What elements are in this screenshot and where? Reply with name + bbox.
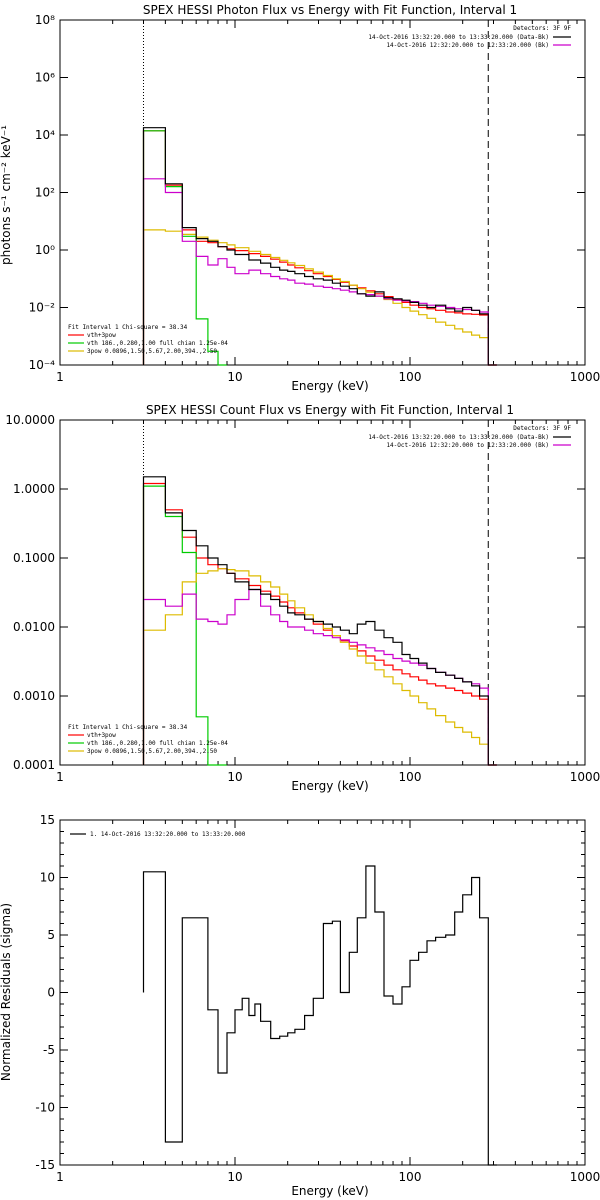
legend-bottom-entry: 3pow 0.0896,1.50,5.67,2.00,394.,2.50 <box>87 748 217 755</box>
residuals-series <box>142 865 497 1166</box>
y-tick-label: 0.0100 <box>13 620 55 634</box>
count-flux-legend: Detectors: 3F 9F 14-Oct-2016 13:32:20.000… <box>68 425 571 755</box>
y-tick-label: 10.0000 <box>5 413 55 427</box>
count-flux-series <box>142 420 497 766</box>
legend-bottom-entry: vth+3pow <box>87 732 116 739</box>
legend-top-entry: 14-Oct-2016 12:32:20.000 to 12:33:20.000… <box>386 42 549 49</box>
y-tick-label: 10⁻⁴ <box>29 358 56 372</box>
x-tick-label: 100 <box>399 370 422 384</box>
y-tick-label: 5 <box>47 928 55 942</box>
y-tick-label: -5 <box>43 1043 55 1057</box>
y-tick-label: 10⁶ <box>35 71 55 85</box>
x-tick-label: 1000 <box>570 370 600 384</box>
legend-top-entry: 14-Oct-2016 12:32:20.000 to 12:33:20.000… <box>386 442 549 449</box>
y-tick-label: 1.0000 <box>13 482 55 496</box>
legend-entry: 1. 14-Oct-2016 13:32:20.000 to 13:33:20.… <box>90 831 246 838</box>
legend-bottom-entry: vth 186.,0.280,1.00 full chian 1.25e-04 <box>87 740 228 747</box>
count-flux-axes: 1 10 100 1000 0.0001 0.0010 0.0100 0.1000 1.0000… <box>5 413 600 784</box>
photon-flux-axes: 1 10 100 1000 10⁻⁴ 10⁻² 10⁰ 10² 10⁴ 10⁶ 10⁸ <box>29 13 600 384</box>
series-line-data-bk <box>142 476 497 766</box>
photon-flux-legend: Detectors: 3F 9F 14-Oct-2016 13:32:20.000… <box>68 25 571 355</box>
y-tick-label: 15 <box>40 813 55 827</box>
legend-top-header: Detectors: 3F 9F <box>513 25 571 32</box>
count-flux-x-axis-label: Energy (keV) <box>291 779 368 793</box>
y-tick-label: 10⁴ <box>35 128 55 142</box>
residuals-legend: 1. 14-Oct-2016 13:32:20.000 to 13:33:20.… <box>70 831 246 838</box>
residuals-y-axis-label: Normalized Residuals (sigma) <box>0 903 13 1081</box>
y-tick-label: 0.1000 <box>13 551 55 565</box>
y-tick-label: 10⁸ <box>35 13 55 27</box>
count-flux-panel: SPEX HESSI Count Flux vs Energy with Fit… <box>5 403 600 793</box>
y-tick-label: -15 <box>35 1158 55 1172</box>
photon-flux-plot-frame <box>59 19 586 366</box>
series-line-3pow <box>142 229 497 366</box>
x-tick-label: 1 <box>56 1170 64 1184</box>
legend-bottom-entry: vth+3pow <box>87 332 116 339</box>
y-tick-label: 0.0010 <box>13 689 55 703</box>
x-tick-label: 100 <box>399 770 422 784</box>
legend-top-header: Detectors: 3F 9F <box>513 425 571 432</box>
residuals-axes: 1 10 100 1000 -15 -10 -5 0 5 10 15 <box>35 813 600 1184</box>
x-tick-label: 1000 <box>570 1170 600 1184</box>
photon-flux-x-axis-label: Energy (keV) <box>291 379 368 393</box>
residuals-plot-frame <box>59 819 586 1166</box>
series-line-vth <box>142 485 227 766</box>
x-tick-label: 10 <box>227 1170 242 1184</box>
residuals-x-axis-label: Energy (keV) <box>291 1184 368 1198</box>
legend-bottom-header: Fit Interval 1 Chi-square = 38.34 <box>68 724 188 731</box>
x-tick-label: 1 <box>56 770 64 784</box>
photon-flux-y-axis-label: photons s⁻¹ cm⁻² keV⁻¹ <box>0 125 13 265</box>
x-tick-label: 10 <box>227 370 242 384</box>
legend-top-entry: 14-Oct-2016 13:32:20.000 to 13:33:20.000… <box>368 434 549 441</box>
legend-bottom-entry: vth 186.,0.280,1.00 full chian 1.25e-04 <box>87 340 228 347</box>
y-tick-label: 10² <box>35 186 55 200</box>
y-tick-label: 10⁻² <box>29 301 56 315</box>
legend-top-entry: 14-Oct-2016 13:32:20.000 to 13:33:20.000… <box>368 34 549 41</box>
x-tick-label: 1 <box>56 370 64 384</box>
y-tick-label: 10⁰ <box>35 243 55 257</box>
x-tick-label: 100 <box>399 1170 422 1184</box>
series-line-data-bk <box>142 127 497 366</box>
photon-flux-title: SPEX HESSI Photon Flux vs Energy with Fi… <box>143 3 517 17</box>
legend-bottom-entry: 3pow 0.0896,1.50,5.67,2.00,394.,2.50 <box>87 348 217 355</box>
photon-flux-panel: SPEX HESSI Photon Flux vs Energy with Fi… <box>0 3 600 393</box>
x-tick-label: 10 <box>227 770 242 784</box>
y-tick-label: -10 <box>35 1101 55 1115</box>
legend-bottom-header: Fit Interval 1 Chi-square = 38.34 <box>68 324 188 331</box>
count-flux-title: SPEX HESSI Count Flux vs Energy with Fit… <box>146 403 514 417</box>
residuals-panel: Energy (keV) Normalized Residuals (sigma… <box>0 813 600 1198</box>
photon-flux-series <box>142 20 497 366</box>
y-tick-label: 0 <box>47 986 55 1000</box>
y-tick-label: 0.0001 <box>13 758 55 772</box>
series-line-1-14-oct-2016-13-32-20-000-to-13-33-20-000 <box>142 865 497 1166</box>
count-flux-plot-frame <box>59 419 586 766</box>
x-tick-label: 1000 <box>570 770 600 784</box>
y-tick-label: 10 <box>40 871 55 885</box>
